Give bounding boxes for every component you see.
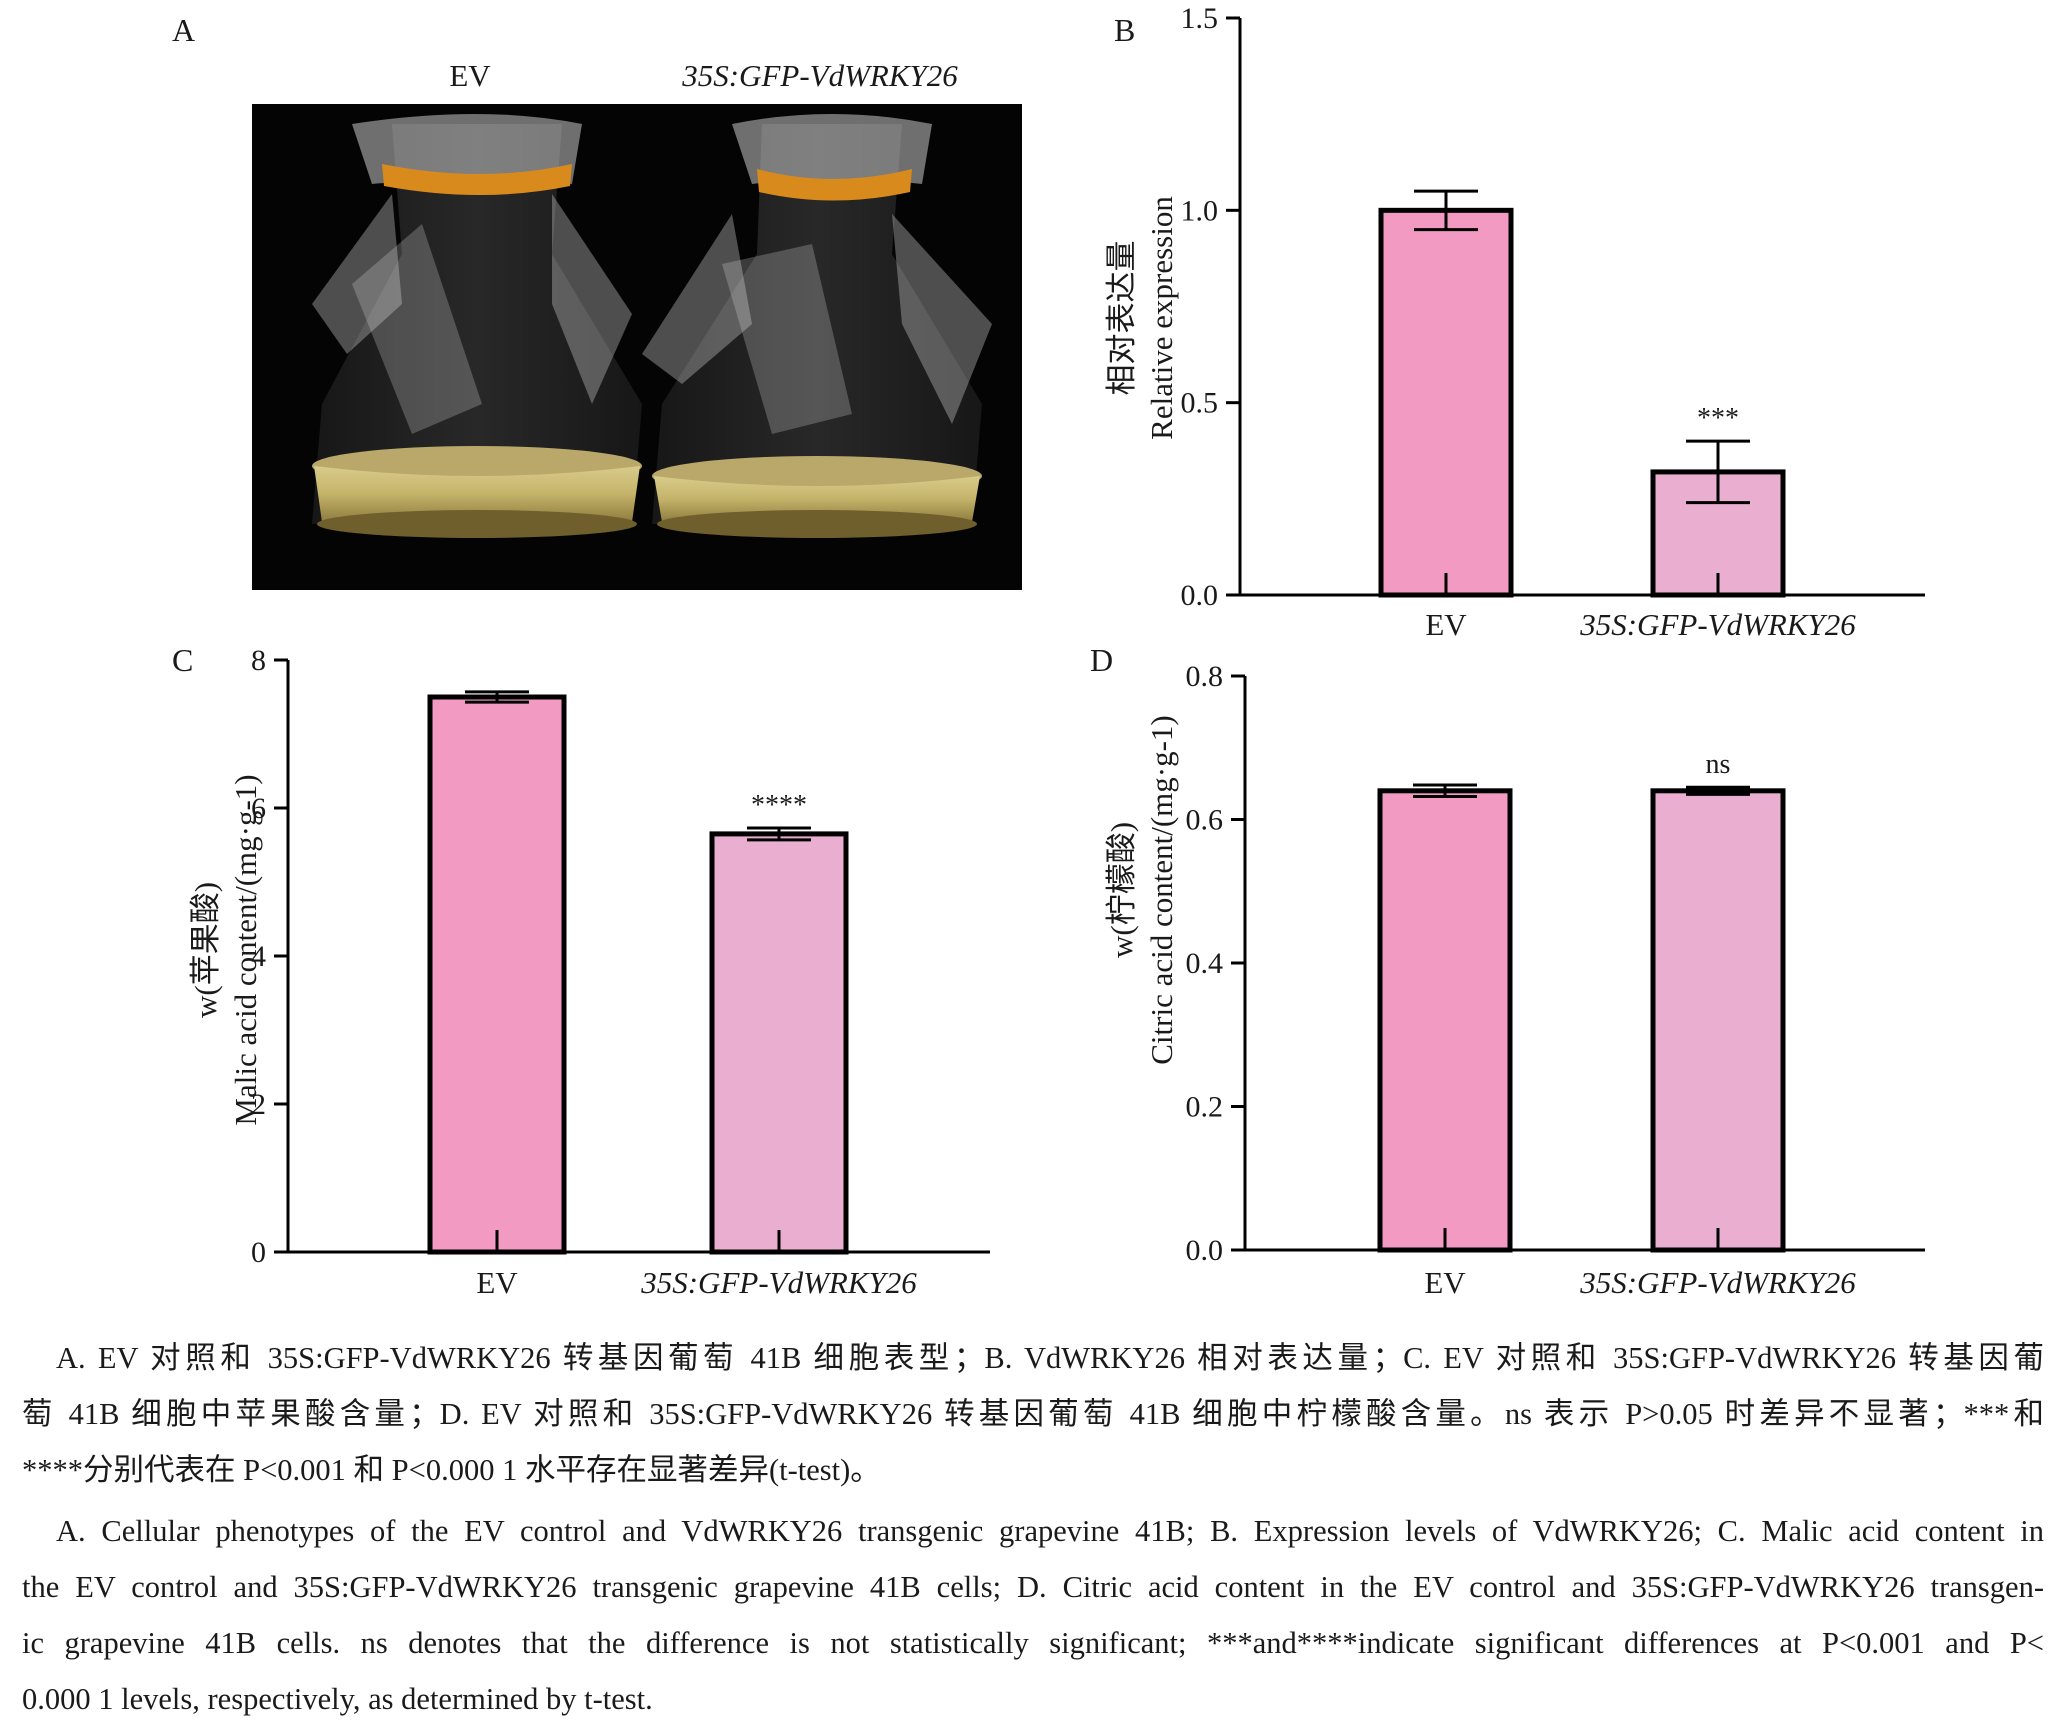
bar-d-0 xyxy=(1377,788,1513,1253)
x-category-label-b: 35S:GFP-VdWRKY26 xyxy=(1579,607,1856,642)
y-tick-label-c: 2 xyxy=(251,1088,266,1121)
significance-label-c: **** xyxy=(751,790,807,821)
caption-en-line: 0.000 1 levels, respectively, as determi… xyxy=(22,1682,653,1716)
y-tick-label-d: 0.8 xyxy=(1186,660,1224,693)
y-tick-label-c: 0 xyxy=(251,1236,266,1269)
y-tick-label-d: 0.4 xyxy=(1186,947,1224,980)
bar-d-1 xyxy=(1650,788,1786,1253)
y-tick-label-c: 6 xyxy=(251,792,266,825)
y-axis-label-cn-c: w(苹果酸) xyxy=(188,882,223,1018)
y-tick-label-d: 0.0 xyxy=(1186,1234,1224,1267)
photo-label-ev: EV xyxy=(449,58,491,93)
caption-en-line: the EV control and 35S:GFP-VdWRKY26 tran… xyxy=(22,1570,2044,1604)
y-axis-label-en-b: Relative expression xyxy=(1144,196,1179,440)
y-tick-label-b: 0.0 xyxy=(1181,579,1219,612)
caption-cn-line: 萄 41B 细胞中苹果酸含量；D. EV 对照和 35S:GFP-VdWRKY2… xyxy=(22,1397,2044,1431)
flask-icon xyxy=(312,114,642,538)
x-category-label-b: EV xyxy=(1425,607,1467,642)
y-tick-label-d: 0.6 xyxy=(1186,804,1224,837)
flask-photo xyxy=(252,104,1022,590)
y-tick-label-c: 4 xyxy=(251,940,266,973)
significance-label-b: *** xyxy=(1697,403,1739,434)
caption-cn-line: ****分别代表在 P<0.001 和 P<0.000 1 水平存在显著差异(t… xyxy=(22,1453,881,1487)
y-axis-label-cn-d: w(柠檬酸) xyxy=(1104,822,1139,958)
y-axis-label-en-c: Malic acid content/(mg·g-1) xyxy=(228,774,263,1125)
bar-c-1 xyxy=(709,831,849,1255)
caption-en-line: A. Cellular phenotypes of the EV control… xyxy=(56,1514,2044,1548)
y-tick-label-d: 0.2 xyxy=(1186,1091,1224,1124)
panel-c-letter: C xyxy=(172,642,194,678)
flask-icon xyxy=(642,114,992,538)
x-category-label-c: 35S:GFP-VdWRKY26 xyxy=(640,1265,917,1300)
bar-b-0 xyxy=(1378,207,1514,598)
y-axis-label-cn-b: 相对表达量 xyxy=(1104,241,1139,396)
panel-d-letter: D xyxy=(1090,642,1114,678)
y-tick-label-b: 1.0 xyxy=(1181,194,1219,227)
photo-label-transgenic: 35S:GFP-VdWRKY26 xyxy=(682,58,958,93)
x-category-label-c: EV xyxy=(476,1265,518,1300)
panel-b-letter: B xyxy=(1114,12,1136,48)
y-axis-label-en-d: Citric acid content/(mg·g-1) xyxy=(1144,715,1179,1065)
x-category-label-d: EV xyxy=(1424,1265,1466,1300)
caption-chinese: A. EV 对照和 35S:GFP-VdWRKY26 转基因葡萄 41B 细胞表… xyxy=(22,1330,2044,1498)
caption-en-line: ic grapevine 41B cells. ns denotes that … xyxy=(22,1626,2044,1660)
panel-a-letter: A xyxy=(172,12,196,48)
bar-c-0 xyxy=(427,694,567,1255)
significance-label-d: ns xyxy=(1706,749,1731,780)
y-tick-label-b: 1.5 xyxy=(1181,2,1219,35)
y-tick-label-b: 0.5 xyxy=(1181,387,1219,420)
y-tick-label-c: 8 xyxy=(251,644,266,677)
caption-cn-line: A. EV 对照和 35S:GFP-VdWRKY26 转基因葡萄 41B 细胞表… xyxy=(56,1341,2044,1375)
x-category-label-d: 35S:GFP-VdWRKY26 xyxy=(1579,1265,1856,1300)
caption-english: A. Cellular phenotypes of the EV control… xyxy=(22,1503,2044,1727)
